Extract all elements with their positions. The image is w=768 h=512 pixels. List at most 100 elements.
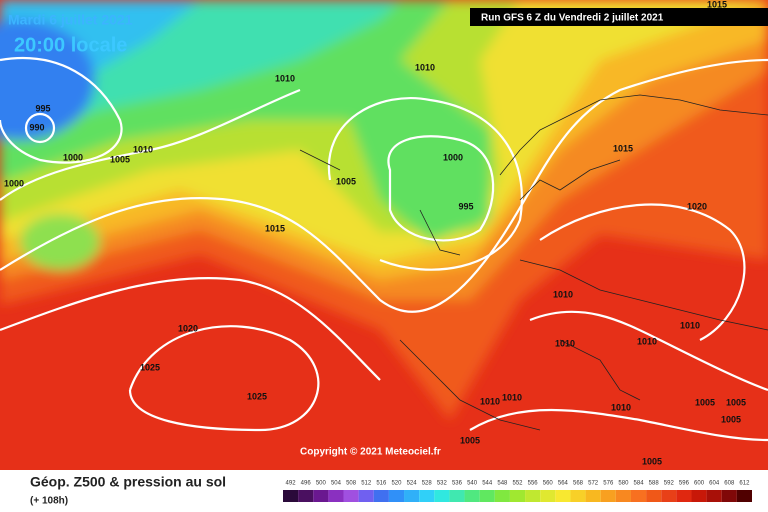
legend-label: 536 (452, 481, 463, 487)
isobar-label: 1005 (336, 176, 356, 186)
isobar-label: 1005 (721, 414, 741, 424)
isobar-label: 995 (458, 201, 473, 211)
isobar-label: 1015 (265, 223, 285, 233)
legend-label: 592 (664, 481, 675, 487)
legend-swatch (464, 490, 480, 502)
isobar-label: 1005 (695, 397, 715, 407)
isobar-label: 1010 (275, 73, 295, 83)
legend-label: 596 (679, 481, 690, 487)
legend-label: 588 (649, 481, 660, 487)
legend-label: 604 (709, 481, 720, 487)
legend-swatch (661, 490, 677, 502)
legend-label: 600 (694, 481, 705, 487)
legend-label: 504 (331, 481, 342, 487)
isobar-label: 1010 (502, 392, 522, 402)
legend-swatch (555, 490, 571, 502)
isobar-label: 1005 (460, 435, 480, 445)
legend-swatch (706, 490, 722, 502)
isobar-label: 990 (29, 122, 44, 132)
lead-time: (+ 108h) (30, 496, 68, 507)
isobar-label: 1010 (555, 338, 575, 348)
legend-swatch (494, 490, 510, 502)
isobar-label: 1000 (63, 152, 83, 162)
copyright: Copyright © 2021 Meteociel.fr (300, 447, 441, 458)
legend-label: 528 (422, 481, 433, 487)
legend-swatch (479, 490, 495, 502)
legend-label: 552 (512, 481, 523, 487)
date: Mardi 6 juillet 2021 (8, 12, 133, 28)
legend-swatch (358, 490, 374, 502)
legend-label: 540 (467, 481, 478, 487)
isobar-label: 1010 (553, 289, 573, 299)
isobar-label: 995 (35, 103, 50, 113)
legend-label: 524 (407, 481, 418, 487)
isobar-label: 1000 (443, 152, 463, 162)
legend-swatch (434, 490, 450, 502)
isobar-label: 1010 (480, 396, 500, 406)
legend-label: 584 (634, 481, 645, 487)
footer-title: Géop. Z500 & pression au sol (30, 474, 226, 490)
legend-label: 580 (618, 481, 629, 487)
legend-label: 532 (437, 481, 448, 487)
legend-swatch (630, 490, 647, 502)
isobar-label: 1010 (637, 336, 657, 346)
run-info: Run GFS 6 Z du Vendredi 2 juillet 2021 (481, 13, 664, 24)
legend-label: 608 (724, 481, 735, 487)
legend-label: 556 (528, 481, 539, 487)
legend-label: 568 (573, 481, 584, 487)
legend-label: 572 (588, 481, 599, 487)
legend-swatch (676, 490, 692, 502)
legend-swatch (691, 490, 707, 502)
legend-label: 512 (361, 481, 372, 487)
isobar-label: 1020 (178, 323, 198, 333)
legend-swatch (721, 490, 737, 502)
legend-swatch (646, 490, 662, 502)
legend-label: 612 (739, 481, 750, 487)
time: 20:00 locale (14, 34, 127, 56)
legend-swatch (419, 490, 435, 502)
isobar-label: 1015 (707, 0, 727, 9)
legend-label: 516 (376, 481, 387, 487)
legend-swatch (343, 490, 359, 502)
isobar-label: 1025 (140, 362, 160, 372)
legend-label: 576 (603, 481, 614, 487)
legend-swatch (600, 490, 616, 502)
legend-label: 508 (346, 481, 357, 487)
isobar-label: 1025 (247, 391, 267, 401)
legend-swatch (388, 490, 405, 502)
legend-swatch (509, 490, 526, 502)
legend-swatch (313, 490, 329, 502)
isobar-label: 1010 (680, 320, 700, 330)
legend-label: 496 (301, 481, 312, 487)
legend-swatch (404, 490, 420, 502)
legend-swatch (585, 490, 601, 502)
legend-swatch (449, 490, 465, 502)
isobar-label: 1010 (415, 62, 435, 72)
legend-label: 564 (558, 481, 569, 487)
isobar-label: 1010 (133, 144, 153, 154)
legend-label: 560 (543, 481, 554, 487)
legend-swatch (525, 490, 541, 502)
isobar-label: 1010 (611, 402, 631, 412)
legend-swatch (736, 490, 752, 502)
isobar-label: 1015 (613, 143, 633, 153)
field (0, 0, 768, 470)
legend-label: 548 (497, 481, 508, 487)
isobar-label: 1000 (4, 178, 24, 188)
legend-swatch (298, 490, 314, 502)
legend-label: 520 (391, 481, 402, 487)
isobar-label: 1005 (642, 456, 662, 466)
legend-swatch (615, 490, 631, 502)
legend-label: 492 (286, 481, 297, 487)
legend-swatch (328, 490, 344, 502)
legend-swatch (540, 490, 556, 502)
legend-label: 544 (482, 481, 493, 487)
isobar-label: 1005 (726, 397, 746, 407)
run-box (470, 8, 768, 26)
isobar-label: 1020 (687, 201, 707, 211)
legend-swatch (570, 490, 586, 502)
legend-swatch (373, 490, 389, 502)
legend-label: 500 (316, 481, 327, 487)
legend-swatch (283, 490, 299, 502)
